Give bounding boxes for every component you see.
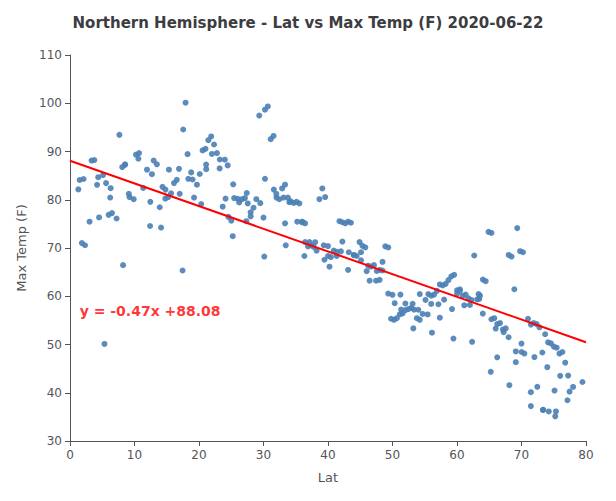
svg-text:100: 100 xyxy=(39,96,62,110)
svg-text:30: 30 xyxy=(256,448,271,462)
svg-text:50: 50 xyxy=(47,338,62,352)
svg-text:40: 40 xyxy=(320,448,335,462)
svg-text:Max Temp (F): Max Temp (F) xyxy=(14,204,29,291)
svg-text:Lat: Lat xyxy=(318,470,338,485)
svg-text:y = -0.47x +88.08: y = -0.47x +88.08 xyxy=(80,303,221,319)
svg-text:110: 110 xyxy=(39,48,62,62)
svg-text:30: 30 xyxy=(47,434,62,448)
svg-text:70: 70 xyxy=(514,448,529,462)
svg-text:10: 10 xyxy=(127,448,142,462)
svg-text:80: 80 xyxy=(578,448,593,462)
svg-text:60: 60 xyxy=(449,448,464,462)
svg-text:80: 80 xyxy=(47,193,62,207)
svg-text:0: 0 xyxy=(66,448,74,462)
svg-text:60: 60 xyxy=(47,289,62,303)
svg-text:Northern Hemisphere - Lat vs M: Northern Hemisphere - Lat vs Max Temp (F… xyxy=(73,14,544,32)
svg-text:50: 50 xyxy=(385,448,400,462)
svg-text:40: 40 xyxy=(47,386,62,400)
svg-text:70: 70 xyxy=(47,241,62,255)
svg-text:20: 20 xyxy=(191,448,206,462)
svg-text:90: 90 xyxy=(47,145,62,159)
